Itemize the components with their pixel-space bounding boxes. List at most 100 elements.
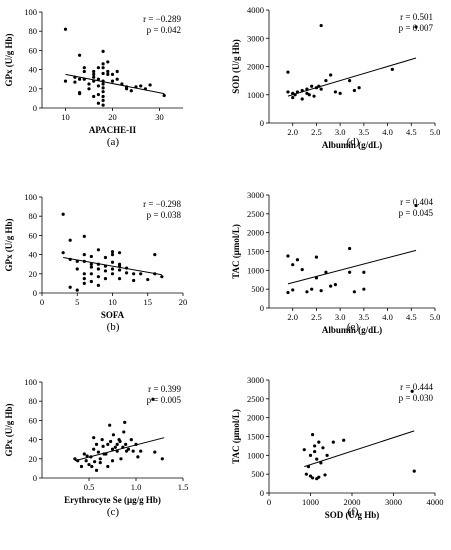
chart-4-subplot-label: (d) bbox=[347, 136, 360, 148]
chart-2-point bbox=[139, 272, 143, 276]
chart-1-stat-r: r = −0.289 bbox=[143, 14, 181, 24]
chart-1-point bbox=[101, 82, 105, 86]
chart-1-point bbox=[101, 66, 105, 70]
chart-5-point bbox=[324, 270, 328, 274]
chart-4-point bbox=[293, 93, 297, 97]
chart-2-point bbox=[110, 267, 115, 271]
chart-4-point bbox=[338, 91, 342, 95]
chart-2-xtick-label: 15 bbox=[144, 297, 153, 307]
chart-4-point bbox=[319, 23, 323, 28]
chart-5-ytick-label: 0 bbox=[260, 303, 264, 313]
chart-3-point bbox=[76, 459, 80, 463]
chart-1-point bbox=[110, 79, 115, 83]
chart-1-point bbox=[82, 77, 86, 81]
chart-1-point bbox=[96, 66, 100, 70]
chart-1-point bbox=[162, 93, 166, 98]
chart-3-point bbox=[98, 461, 102, 465]
chart-4-xtick-label: 4.0 bbox=[382, 127, 393, 137]
chart-5-xtick-label: 3.0 bbox=[335, 312, 346, 322]
chart-3-point bbox=[119, 457, 123, 461]
chart-1-point bbox=[115, 69, 119, 74]
chart-2-subplot-label: (b) bbox=[107, 321, 120, 333]
chart-1-point bbox=[63, 27, 68, 31]
chart-1-ytick-label: 100 bbox=[24, 7, 37, 17]
chart-3-point bbox=[90, 464, 94, 469]
chart-5-point bbox=[310, 287, 314, 291]
chart-3-point bbox=[153, 450, 157, 454]
chart-6-point bbox=[323, 473, 327, 477]
chart-6-point bbox=[302, 448, 306, 452]
chart-2-point bbox=[132, 278, 136, 283]
chart-4-point bbox=[291, 95, 295, 100]
chart-1-point bbox=[92, 94, 96, 99]
chart-1-point bbox=[101, 103, 105, 107]
chart-3-point bbox=[151, 397, 155, 401]
chart-3-point bbox=[110, 459, 115, 463]
chart-1-point bbox=[96, 101, 100, 105]
chart-4-point bbox=[295, 90, 300, 94]
chart-6-stat-r: r = 0.444 bbox=[400, 382, 433, 392]
chart-3-point bbox=[82, 452, 86, 456]
chart-5-xlabel: Albumin (g/dL) bbox=[322, 325, 382, 335]
chart-6-ytick-label: 2500 bbox=[247, 394, 264, 404]
chart-2-point bbox=[89, 254, 93, 259]
chart-2-point bbox=[132, 272, 136, 276]
chart-5-point bbox=[319, 289, 323, 293]
chart-1-stat-p: p = 0.042 bbox=[147, 25, 181, 35]
chart-1-point bbox=[148, 83, 152, 87]
chart-2-point bbox=[117, 268, 122, 272]
chart-3-point bbox=[139, 449, 143, 453]
chart-4-point bbox=[357, 86, 361, 90]
chart-1-point bbox=[73, 75, 77, 79]
chart-1-point bbox=[96, 84, 100, 88]
chart-5-stat-r: r = 0.404 bbox=[400, 197, 433, 207]
chart-3-stat-r: r = 0.399 bbox=[148, 384, 181, 394]
chart-2-fit-line bbox=[63, 256, 162, 276]
chart-2-point bbox=[96, 275, 100, 279]
chart-4-point bbox=[300, 97, 304, 101]
chart-3-xtick-label: 1.0 bbox=[131, 482, 142, 492]
chart-4-xtick-label: 3.0 bbox=[335, 127, 346, 137]
chart-4-point bbox=[314, 86, 319, 90]
chart-4-point bbox=[307, 93, 311, 97]
chart-3-ylabel: GPx (U/g Hb) bbox=[4, 403, 14, 456]
chart-4-point bbox=[312, 94, 316, 98]
chart-1-point bbox=[78, 92, 82, 96]
chart-2-ytick-label: 80 bbox=[29, 211, 38, 221]
chart-2: 0 20 40 60 80 100 0 5 10 15 20 SOFA GPx (U/g Hb) r = … bbox=[4, 192, 187, 333]
chart-4-point bbox=[324, 79, 328, 83]
chart-5-xtick-label: 4.5 bbox=[406, 312, 417, 322]
chart-3-point bbox=[92, 436, 96, 440]
chart-1-point bbox=[78, 53, 82, 57]
chart-5-point bbox=[348, 246, 352, 251]
chart-6-point bbox=[342, 438, 346, 442]
chart-1-point bbox=[129, 89, 133, 93]
chart-4-point bbox=[414, 25, 418, 29]
chart-3-ytick-label: 40 bbox=[29, 435, 38, 445]
chart-3-ytick-label: 80 bbox=[29, 396, 38, 406]
chart-1-point bbox=[101, 94, 105, 99]
chart-5-point bbox=[286, 290, 290, 295]
chart-4-xlabel: Albumin (g/dL) bbox=[322, 140, 382, 150]
chart-5-point bbox=[352, 290, 356, 294]
chart-5-ytick-label: 500 bbox=[251, 284, 264, 294]
chart-1-point bbox=[101, 49, 105, 53]
chart-3-point bbox=[121, 445, 125, 449]
chart-6-point bbox=[412, 469, 416, 473]
chart-2-point bbox=[75, 259, 79, 263]
chart-6-point bbox=[304, 472, 308, 476]
chart-1-point bbox=[87, 87, 91, 91]
chart-3-point bbox=[113, 445, 117, 449]
chart-1-point bbox=[101, 71, 105, 76]
chart-6-xtick-label: 3000 bbox=[385, 497, 402, 507]
chart-2-point bbox=[110, 260, 115, 264]
chart-1-point bbox=[110, 72, 115, 76]
chart-2-point bbox=[125, 266, 129, 270]
chart-6-xtick-label: 4000 bbox=[427, 497, 444, 507]
chart-3-point bbox=[93, 460, 97, 464]
chart-6-xtick-label: 1000 bbox=[302, 497, 319, 507]
chart-2-point bbox=[160, 275, 164, 279]
chart-1-xtick-label: 10 bbox=[61, 112, 70, 122]
chart-3-point bbox=[94, 442, 99, 446]
